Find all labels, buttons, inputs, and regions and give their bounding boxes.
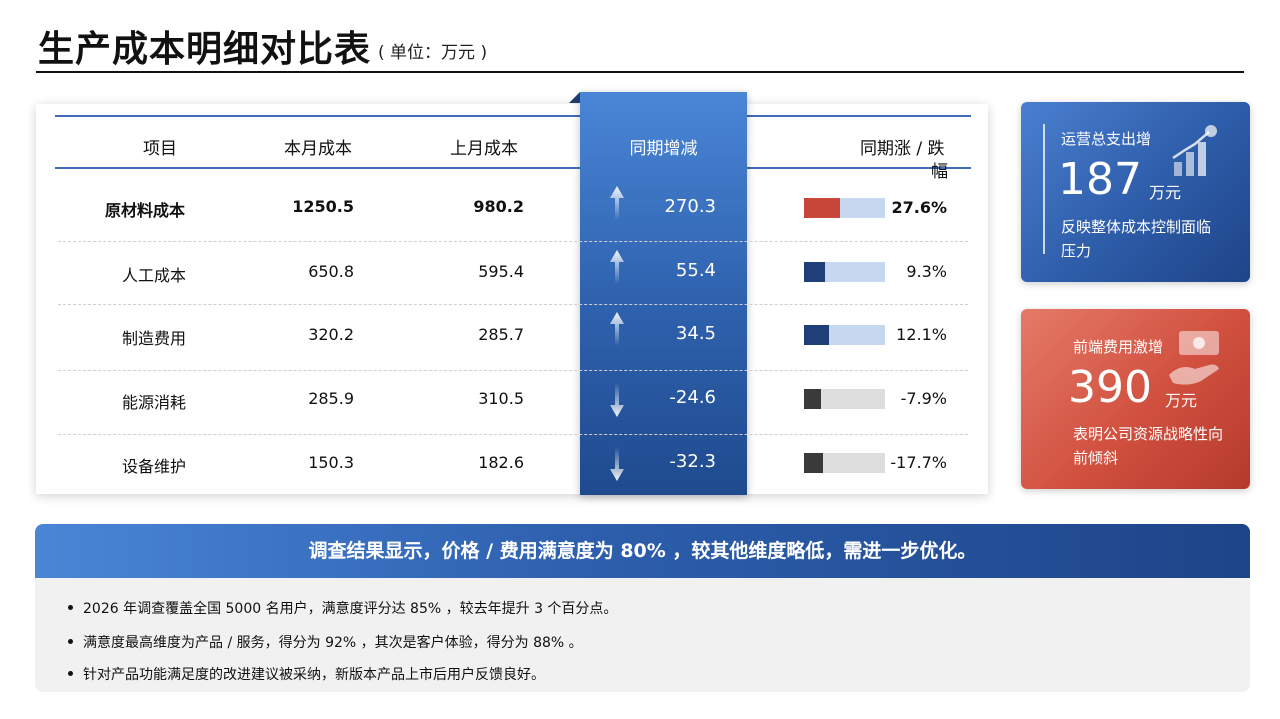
change-bar-fill <box>804 262 826 282</box>
title-divider <box>36 71 1244 73</box>
row-item-manufacturing: 制造费用 <box>122 329 187 348</box>
row-item-labor: 人工成本 <box>122 266 187 285</box>
note-item: 2026 年调查覆盖全国 5000 名用户，满意度评分达 85% ，较去年提升 … <box>68 598 617 618</box>
kpi-accent-line <box>1043 124 1045 254</box>
row-change-raw-material: 270.3 <box>664 196 716 217</box>
row-current-maintenance: 150.3 <box>308 453 354 472</box>
change-bar <box>804 198 885 218</box>
change-bar <box>804 262 885 282</box>
change-bar-fill <box>804 198 841 218</box>
money-hand-icon <box>1169 331 1219 385</box>
cost-table-card <box>36 104 988 494</box>
row-item-raw-material: 原材料成本 <box>105 201 186 220</box>
change-bar <box>804 389 885 409</box>
kpi-value: 187 <box>1058 154 1142 205</box>
kpi-value: 390 <box>1068 362 1152 413</box>
notes-panel <box>35 578 1250 692</box>
change-bar-fill <box>804 389 821 409</box>
change-bar <box>804 325 885 345</box>
change-bar-fill <box>804 453 823 473</box>
summary-banner-text: 调查结果显示，价格 / 费用满意度为 80% ，较其他维度略低，需进一步优化。 <box>308 540 977 562</box>
note-item: 针对产品功能满足度的改进建议被采纳，新版本产品上市后用户反馈良好。 <box>68 664 545 684</box>
row-previous-maintenance: 182.6 <box>478 453 524 472</box>
row-current-manufacturing: 320.2 <box>308 325 354 344</box>
summary-banner: 调查结果显示，价格 / 费用满意度为 80% ，较其他维度略低，需进一步优化。 <box>35 524 1250 578</box>
trend-down-icon <box>610 447 624 481</box>
row-pct-manufacturing: 12.1% <box>896 325 947 344</box>
bullet-icon <box>68 670 73 676</box>
change-bar <box>804 453 885 473</box>
row-pct-maintenance: -17.7% <box>890 453 947 472</box>
note-text: 满意度最高维度为产品 / 服务，得分为 92% ，其次是客户体验，得分为 88%… <box>83 635 583 651</box>
page-subtitle: ( 单位：万元 ) <box>378 43 488 63</box>
trend-up-icon <box>610 186 624 220</box>
table-top-rule <box>55 115 971 117</box>
trend-down-icon <box>610 383 624 417</box>
page-title: 生产成本明细对比表 <box>38 29 372 70</box>
row-change-energy: -24.6 <box>669 387 716 408</box>
row-previous-manufacturing: 285.7 <box>478 325 524 344</box>
trend-up-icon <box>610 250 624 284</box>
row-separator <box>58 434 968 435</box>
kpi-card-total-expense: 运营总支出增 187 万元 反映整体成本控制面临压力 <box>1021 102 1250 282</box>
row-separator <box>58 304 968 305</box>
row-change-maintenance: -32.3 <box>669 451 716 472</box>
header-change-pct-wrap: 幅 <box>931 162 948 182</box>
kpi-label: 运营总支出增 <box>1061 130 1152 148</box>
row-current-energy: 285.9 <box>308 389 354 408</box>
kpi-label: 前端费用激增 <box>1073 338 1164 356</box>
bar-chart-growth-icon <box>1172 125 1217 176</box>
kpi-description: 表明公司资源战略性向前倾斜 <box>1073 425 1224 467</box>
change-bar-fill <box>804 325 830 345</box>
row-change-labor: 55.4 <box>675 260 716 281</box>
note-text: 2026 年调查覆盖全国 5000 名用户，满意度评分达 85% ，较去年提升 … <box>83 601 618 617</box>
note-item: 满意度最高维度为产品 / 服务，得分为 92% ，其次是客户体验，得分为 88%… <box>68 632 583 652</box>
row-pct-raw-material: 27.6% <box>891 198 947 217</box>
bullet-icon <box>68 604 73 610</box>
highlight-notch <box>569 92 580 103</box>
row-change-manufacturing: 34.5 <box>675 323 716 344</box>
header-change-pct: 同期涨 / 跌 <box>860 139 945 159</box>
kpi-description: 反映整体成本控制面临压力 <box>1061 218 1212 260</box>
row-item-maintenance: 设备维护 <box>122 457 187 476</box>
row-pct-energy: -7.9% <box>900 389 947 408</box>
bullet-icon <box>68 638 73 644</box>
kpi-unit: 万元 <box>1149 183 1182 202</box>
row-previous-energy: 310.5 <box>478 389 524 408</box>
row-separator <box>58 370 968 371</box>
note-text: 针对产品功能满足度的改进建议被采纳，新版本产品上市后用户反馈良好。 <box>83 667 545 683</box>
row-current-labor: 650.8 <box>308 262 354 281</box>
header-item: 项目 <box>143 139 177 159</box>
header-previous-cost: 上月成本 <box>450 139 518 159</box>
header-current-cost: 本月成本 <box>284 139 352 159</box>
row-separator <box>58 241 968 242</box>
row-current-raw-material: 1250.5 <box>292 197 354 216</box>
row-previous-raw-material: 980.2 <box>473 197 524 216</box>
change-column-highlight <box>580 92 747 495</box>
trend-up-icon <box>610 312 624 346</box>
kpi-unit: 万元 <box>1165 391 1198 410</box>
header-change: 同期增减 <box>629 139 698 159</box>
table-header-rule <box>55 167 971 169</box>
kpi-card-frontend-expense: 前端费用激增 390 万元 表明公司资源战略性向前倾斜 <box>1021 309 1250 489</box>
row-item-energy: 能源消耗 <box>122 393 187 412</box>
row-pct-labor: 9.3% <box>906 262 947 281</box>
row-previous-labor: 595.4 <box>478 262 524 281</box>
